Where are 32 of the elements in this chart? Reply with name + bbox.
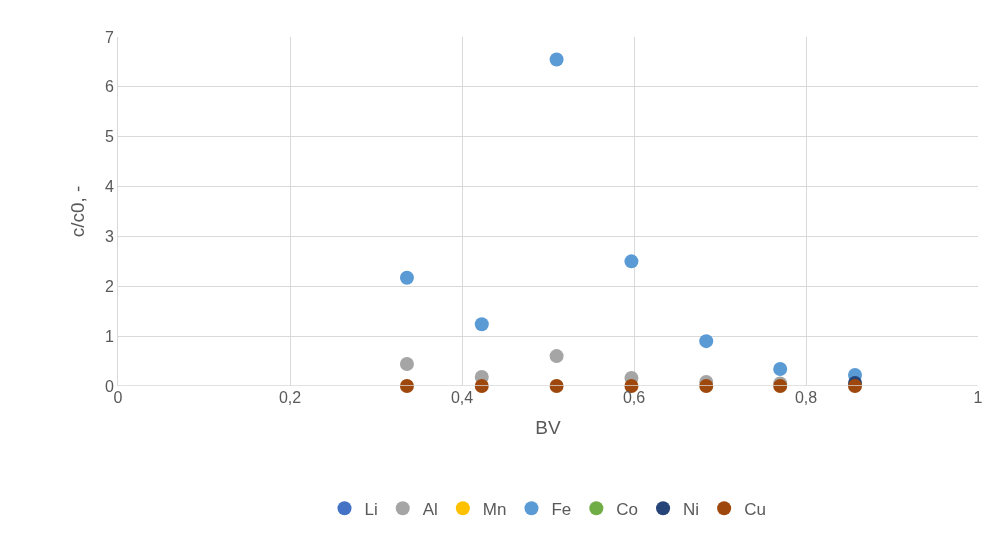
y-tick-label: 2	[104, 277, 114, 295]
y-tick-label: 1	[104, 327, 114, 345]
x-tick-label: 0,8	[794, 389, 818, 406]
legend-label: Ni	[683, 499, 700, 519]
x-axis-title: BV	[535, 416, 561, 438]
y-tick-label: 5	[104, 128, 114, 146]
x-tick-label: 0,2	[278, 389, 302, 406]
point	[549, 52, 564, 67]
legend-label: Mn	[482, 499, 507, 519]
point	[399, 357, 414, 372]
y-axis-title: c/c0, -	[66, 185, 88, 238]
legend-label: Co	[616, 499, 639, 519]
point	[699, 334, 714, 349]
y-tick-label: 0	[104, 377, 114, 395]
point	[624, 254, 639, 269]
x-tick-label: 0,6	[622, 389, 646, 406]
y-tick-label: 6	[104, 78, 114, 96]
x-tick-label: 0,4	[450, 389, 474, 406]
legend-label: Cu	[744, 499, 766, 519]
point	[474, 317, 489, 332]
legend-label: Fe	[551, 499, 572, 519]
y-tick-label: 7	[104, 28, 114, 46]
legend-label: Li	[364, 499, 378, 519]
y-tick-label: 4	[104, 178, 114, 196]
point	[399, 270, 414, 285]
y-tick-label: 3	[104, 228, 114, 246]
point	[773, 362, 788, 377]
point	[399, 379, 414, 393]
x-tick-label: 1	[973, 389, 983, 406]
legend-label: Al	[422, 499, 438, 519]
point	[549, 349, 564, 364]
point	[549, 379, 564, 393]
